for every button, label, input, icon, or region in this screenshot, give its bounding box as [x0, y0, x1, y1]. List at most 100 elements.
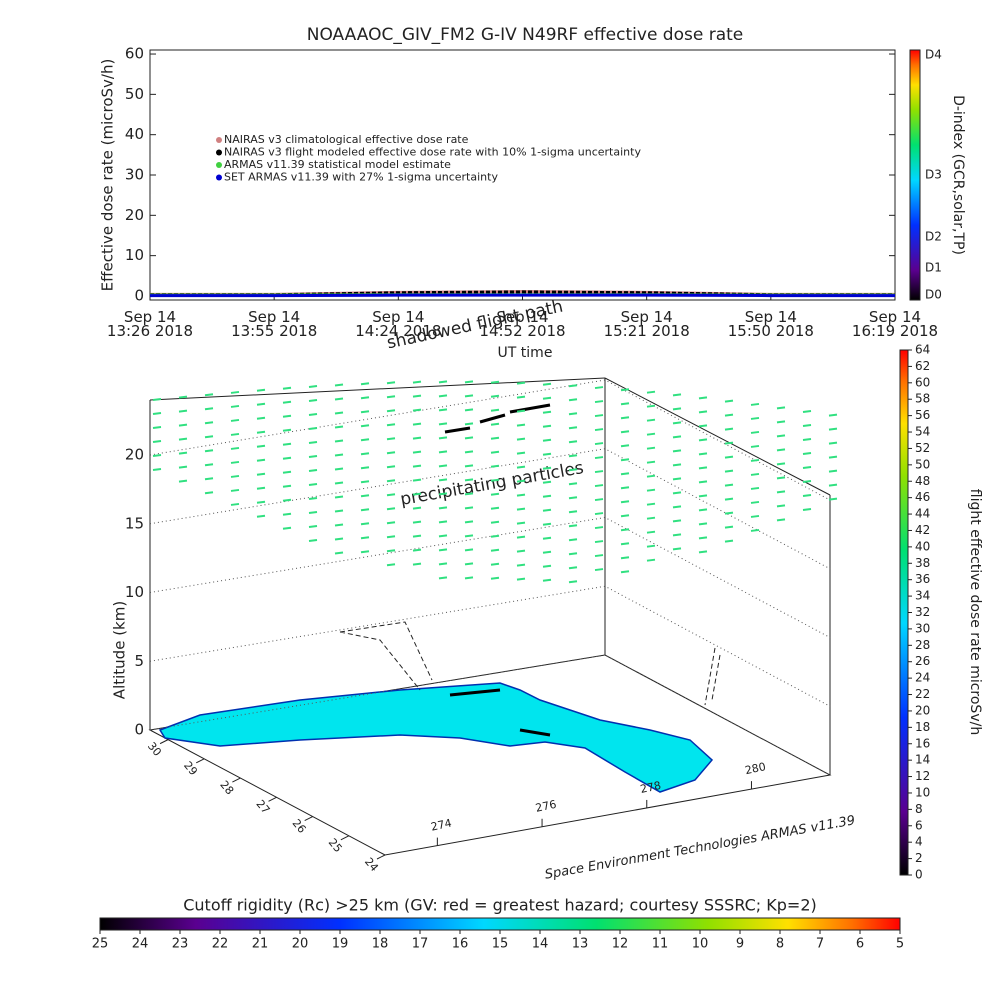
particle	[620, 528, 630, 532]
particle	[386, 563, 396, 567]
particle	[828, 413, 838, 417]
particle	[568, 482, 578, 486]
particle	[516, 381, 526, 385]
particle	[568, 524, 578, 528]
particle	[802, 507, 812, 511]
particle	[178, 437, 188, 441]
particle	[776, 420, 786, 424]
particle	[282, 428, 292, 432]
particle	[334, 411, 344, 415]
colorbar-tick-label: 16	[915, 736, 930, 750]
colorbar-tick-label: 38	[915, 556, 930, 570]
particle	[594, 470, 604, 474]
particle	[412, 492, 422, 496]
particle	[750, 416, 760, 420]
particle	[360, 536, 370, 540]
particle	[672, 393, 682, 397]
particle	[360, 522, 370, 526]
particle	[282, 512, 292, 516]
y-tick-label: 50	[125, 85, 144, 103]
particle	[360, 382, 370, 386]
particle	[568, 580, 578, 584]
particle	[724, 455, 734, 459]
particle	[776, 490, 786, 494]
particle	[542, 396, 552, 400]
particle	[568, 398, 578, 402]
particle	[672, 407, 682, 411]
particle	[620, 388, 630, 392]
particle	[828, 469, 838, 473]
particle	[412, 548, 422, 552]
particle	[594, 540, 604, 544]
particle	[282, 442, 292, 446]
particle	[568, 552, 578, 556]
edge	[149, 377, 606, 401]
particle	[204, 421, 214, 425]
particle	[334, 495, 344, 499]
colorbar-tick-label: 21	[252, 937, 269, 952]
particle	[802, 479, 812, 483]
particle	[516, 465, 526, 469]
particle	[594, 512, 604, 516]
particle	[568, 440, 578, 444]
particle	[490, 492, 500, 496]
particle	[672, 435, 682, 439]
colorbar-tick-label: 18	[372, 937, 389, 952]
colorbar-tick-label: 46	[915, 490, 930, 504]
particle	[568, 566, 578, 570]
particle	[152, 440, 162, 443]
particle	[334, 481, 344, 485]
particle	[724, 483, 734, 487]
particle	[282, 498, 292, 502]
particle	[620, 542, 630, 546]
particle	[802, 423, 812, 427]
particle	[412, 450, 422, 454]
particle	[516, 493, 526, 497]
particle	[672, 533, 682, 537]
particle	[724, 427, 734, 431]
particle	[750, 514, 760, 518]
particle	[698, 466, 708, 470]
particle	[490, 576, 500, 580]
particle	[672, 519, 682, 523]
particle	[230, 502, 240, 506]
colorbar-tick-label: 16	[452, 937, 469, 952]
particle	[802, 409, 812, 413]
colorbar-tick-label: 12	[915, 769, 930, 783]
particle	[178, 395, 188, 399]
colorbar-tick-label: 58	[915, 392, 930, 406]
particle	[334, 523, 344, 527]
particle	[386, 493, 396, 497]
particle	[516, 395, 526, 399]
particle	[334, 383, 344, 387]
particle	[750, 472, 760, 476]
particle	[802, 493, 812, 497]
title: NOAAAOC_GIV_FM2 G-IV N49RF effective dos…	[307, 25, 744, 45]
particle	[516, 577, 526, 581]
dindex-tick-label: D4	[925, 48, 942, 62]
particle	[542, 410, 552, 414]
y-tick-label: 20	[125, 206, 144, 224]
particle	[542, 494, 552, 498]
particle	[698, 508, 708, 512]
colorbar-tick-label: 56	[915, 408, 930, 422]
particle	[646, 488, 656, 492]
particle	[542, 550, 552, 554]
particle	[204, 435, 214, 439]
particle	[620, 486, 630, 490]
particle	[646, 404, 656, 408]
particle	[308, 385, 318, 389]
colorbar-tick-label: 8	[915, 802, 923, 816]
particle	[698, 396, 708, 400]
particle	[776, 476, 786, 480]
particle	[308, 455, 318, 459]
flight-shadow	[339, 621, 721, 706]
particle	[724, 525, 734, 529]
particle	[646, 544, 656, 548]
colorbar-tick-label: 7	[816, 937, 824, 952]
particle	[308, 497, 318, 501]
lat-tick	[340, 835, 350, 841]
colorbar-tick-label: 24	[132, 937, 149, 952]
